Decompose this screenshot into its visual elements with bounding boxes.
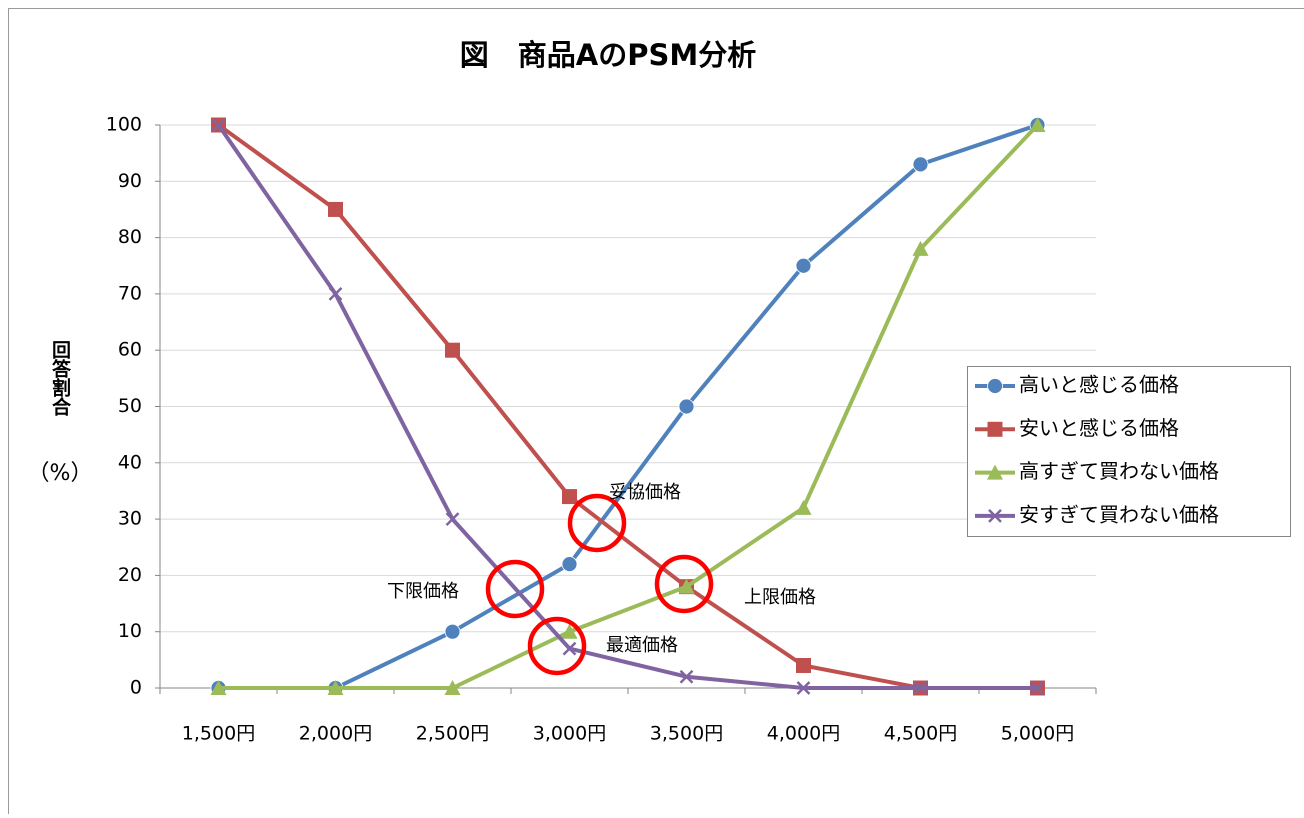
marker — [445, 624, 460, 639]
annotation: 上限価格 — [744, 587, 816, 608]
y-tick-label: 0 — [130, 677, 142, 699]
y-tick-label: 90 — [118, 170, 142, 192]
chart-title: 図 商品AのPSM分析 — [460, 38, 756, 72]
y-tick-label: 40 — [118, 451, 142, 473]
marker — [328, 202, 343, 217]
y-tick-label: 10 — [118, 620, 142, 642]
marker — [796, 658, 811, 673]
y-axis-label: 回答割合 — [49, 340, 71, 416]
marker — [796, 258, 811, 273]
legend-label: 高すぎて買わない価格 — [1019, 459, 1219, 483]
legend-label: 安いと感じる価格 — [1019, 416, 1179, 440]
y-tick-label: 60 — [118, 339, 142, 361]
y-tick-label: 70 — [118, 282, 142, 304]
y-tick-label: 100 — [106, 114, 142, 136]
annotation: 最適価格 — [606, 635, 678, 656]
y-tick-label: 80 — [118, 226, 142, 248]
x-tick-label: 4,000円 — [767, 723, 840, 745]
marker — [913, 157, 928, 172]
x-tick-label: 4,500円 — [884, 723, 957, 745]
x-tick-label: 5,000円 — [1001, 723, 1074, 745]
marker — [988, 422, 1003, 437]
y-axis-unit: （%） — [28, 461, 93, 486]
x-tick-label: 2,000円 — [299, 723, 372, 745]
annotation: 妥協価格 — [609, 482, 681, 503]
annotation: 下限価格 — [387, 581, 459, 602]
x-tick-label: 2,500円 — [416, 723, 489, 745]
marker — [562, 489, 577, 504]
y-tick-label: 50 — [118, 395, 142, 417]
x-tick-label: 1,500円 — [182, 723, 255, 745]
x-tick-label: 3,500円 — [650, 723, 723, 745]
marker — [988, 379, 1003, 394]
legend-label: 高いと感じる価格 — [1019, 373, 1179, 397]
y-tick-label: 20 — [118, 564, 142, 586]
marker — [562, 557, 577, 572]
marker — [679, 399, 694, 414]
legend-label: 安すぎて買わない価格 — [1019, 502, 1219, 526]
marker — [445, 343, 460, 358]
x-tick-label: 3,000円 — [533, 723, 606, 745]
y-tick-label: 30 — [118, 508, 142, 530]
